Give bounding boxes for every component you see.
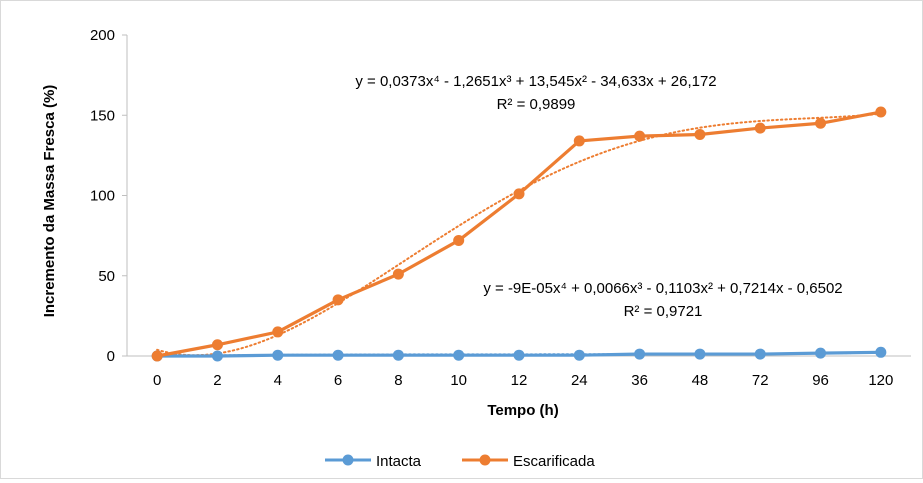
y-tick-label: 0 [107,348,115,365]
data-point-escarificada [151,350,163,362]
y-axis: 0 50 100 150 200 [90,27,128,365]
data-point-escarificada [754,122,766,134]
x-tick-label: 4 [274,372,282,389]
x-tick-label: 120 [868,372,893,389]
x-tick-label: 8 [394,372,402,389]
data-point-escarificada [332,294,344,306]
series-lines [151,106,887,362]
trendline-equation-escarificada: y = 0,0373x⁴ - 1,2651x³ + 13,545x² - 34,… [355,73,716,90]
y-axis-title: Incremento da Massa Fresca (%) [41,85,58,318]
x-tick-label: 36 [631,372,648,389]
data-point-intacta [875,346,887,358]
data-point-escarificada [875,106,887,118]
x-axis: 0 2 4 6 8 10 12 24 36 48 72 96 120 [127,355,911,389]
x-tick-label: 10 [450,372,467,389]
y-tick-label: 200 [90,27,115,44]
data-point-escarificada [272,326,284,338]
trendlines [156,112,882,357]
trendline-r2-intacta: R² = 0,9721 [624,303,703,320]
data-point-escarificada [573,135,585,147]
data-point-intacta [815,347,827,359]
data-point-intacta [453,349,465,361]
series-line-escarificada [156,110,882,358]
x-tick-label: 96 [812,372,829,389]
data-point-intacta [272,349,284,361]
data-point-intacta [573,349,585,361]
x-tick-label: 0 [153,372,161,389]
trendline-r2-escarificada: R² = 0,9899 [497,96,576,113]
data-point-escarificada [694,129,706,141]
data-point-intacta [754,348,766,360]
x-tick-label: 24 [571,372,588,389]
x-axis-title: Tempo (h) [487,402,558,419]
x-tick-label: 48 [692,372,709,389]
data-point-intacta [634,348,646,360]
data-point-intacta [694,348,706,360]
x-tick-label: 12 [511,372,528,389]
trendline-equation-intacta: y = -9E-05x⁴ + 0,0066x³ - 0,1103x² + 0,7… [483,280,842,297]
data-point-intacta [332,349,344,361]
data-point-escarificada [211,339,223,351]
y-tick-label: 100 [90,188,115,205]
data-point-escarificada [634,130,646,142]
legend-item-escarificada: Escarificada [462,453,595,470]
y-tick-label: 150 [90,107,115,124]
trendline-escarificada [156,112,882,357]
data-point-escarificada [513,188,525,200]
data-point-escarificada [815,117,827,129]
y-tick-label: 50 [98,268,115,285]
x-tick-label: 6 [334,372,342,389]
legend-item-intacta: Intacta [325,453,422,470]
legend-label-escarificada: Escarificada [513,453,595,470]
data-point-intacta [392,349,404,361]
data-point-intacta [211,350,223,362]
x-tick-label: 72 [752,372,769,389]
data-point-escarificada [392,268,404,280]
data-point-intacta [513,349,525,361]
legend: Intacta Escarificada [325,453,595,470]
x-tick-label: 2 [213,372,221,389]
legend-label-intacta: Intacta [376,453,422,470]
data-point-escarificada [453,234,465,246]
